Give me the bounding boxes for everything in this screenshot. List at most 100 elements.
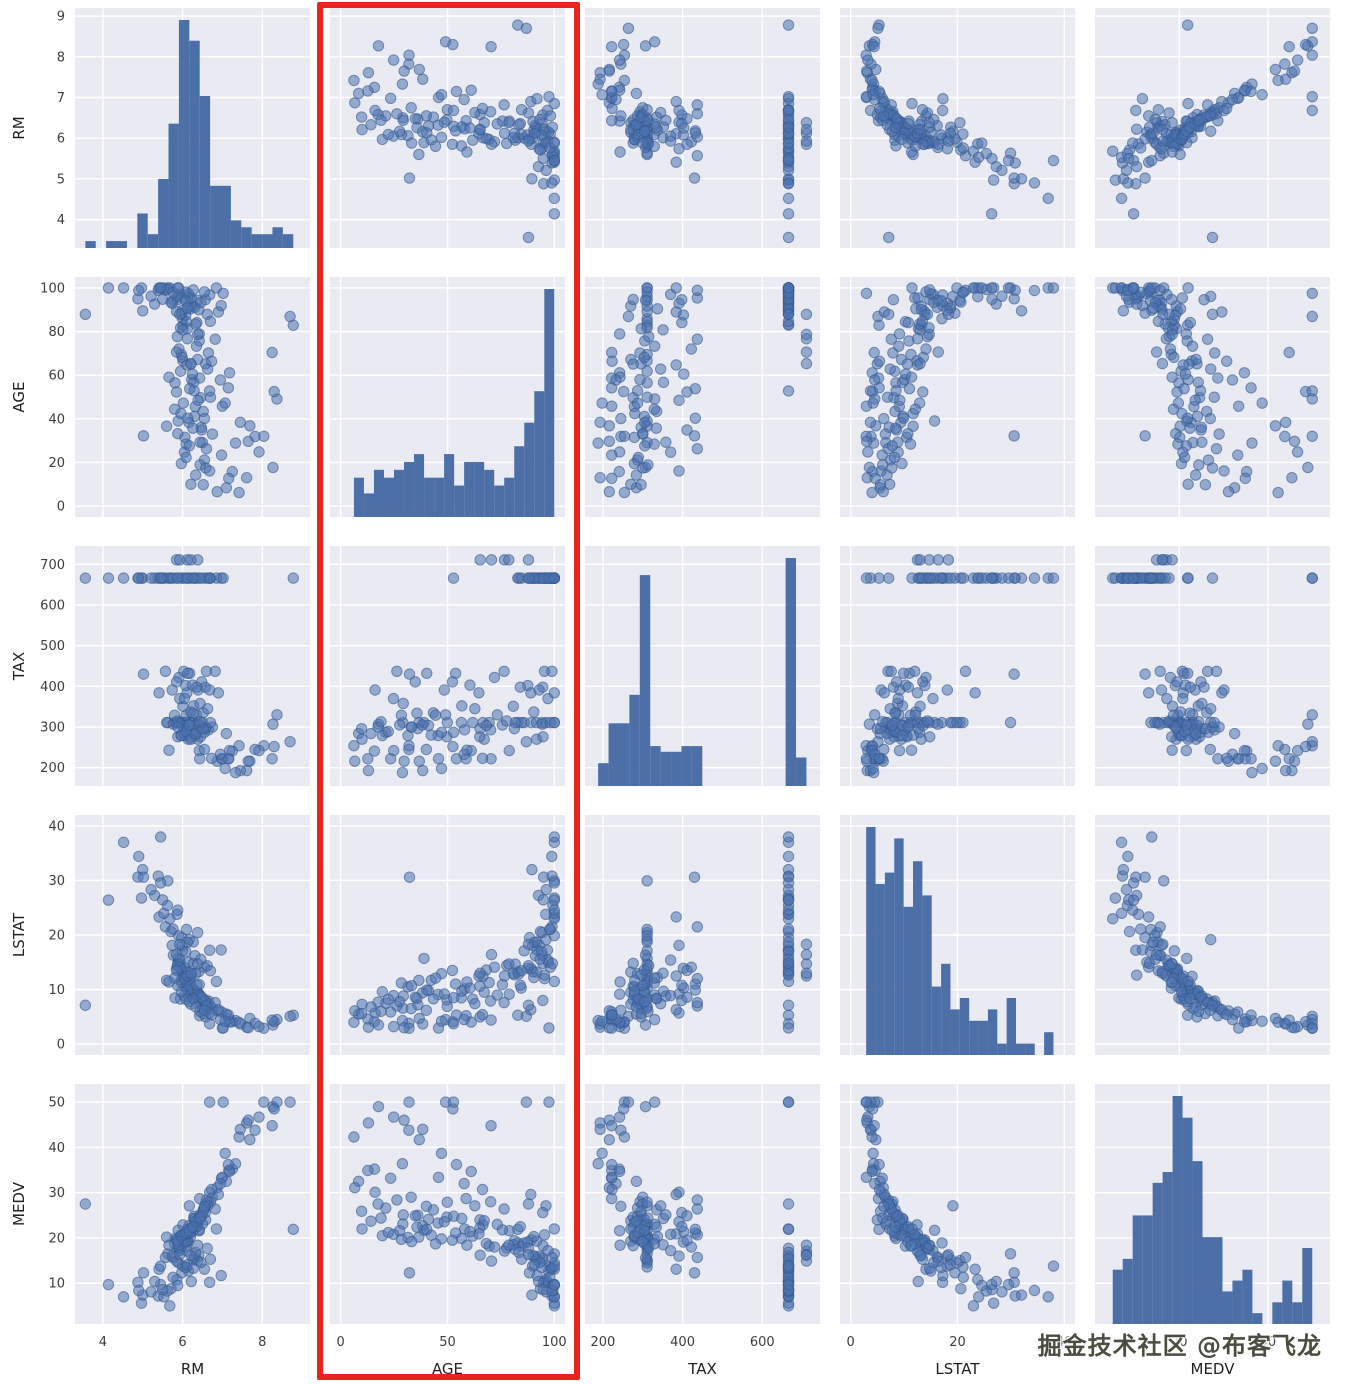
scatter-point bbox=[1143, 957, 1156, 970]
scatter-point bbox=[1146, 831, 1158, 843]
scatter-point bbox=[525, 1188, 537, 1201]
hist-bar bbox=[1016, 1043, 1026, 1055]
scatter-point bbox=[145, 1286, 157, 1298]
scatter-point bbox=[610, 374, 622, 386]
scatter-point bbox=[365, 119, 377, 131]
scatter-point bbox=[526, 173, 538, 185]
scatter-point bbox=[393, 719, 406, 731]
panel-LSTAT-vs-AGE bbox=[330, 815, 565, 1055]
scatter-point bbox=[642, 1005, 654, 1018]
scatter-point bbox=[976, 572, 988, 584]
scatter-point bbox=[503, 117, 515, 129]
scatter-point bbox=[476, 752, 489, 765]
scatter-point bbox=[676, 1220, 688, 1233]
scatter-point bbox=[932, 1255, 944, 1267]
scatter-point bbox=[654, 1200, 667, 1212]
scatter-point bbox=[362, 764, 375, 777]
scatter-point bbox=[1168, 945, 1181, 957]
scatter-point bbox=[447, 1096, 460, 1108]
scatter-point bbox=[892, 692, 904, 705]
scatter-point bbox=[923, 1262, 936, 1275]
scatter-point bbox=[192, 394, 204, 406]
scatter-point bbox=[391, 1194, 403, 1206]
scatter-point bbox=[435, 726, 448, 739]
scatter-point bbox=[191, 328, 204, 341]
watermark-text: 掘金技术社区 @布客飞龙 bbox=[1037, 1332, 1322, 1360]
hist-bar bbox=[1172, 1096, 1183, 1324]
scatter-point bbox=[1199, 479, 1212, 491]
scatter-point bbox=[905, 146, 918, 158]
scatter-point bbox=[233, 486, 245, 499]
scatter-point bbox=[606, 1183, 618, 1196]
scatter-point bbox=[1015, 1289, 1028, 1301]
scatter-point bbox=[973, 1291, 985, 1303]
scatter-point bbox=[163, 371, 175, 383]
scatter-point bbox=[866, 1131, 878, 1143]
scatter-point bbox=[782, 104, 795, 117]
scatter-point bbox=[133, 284, 145, 297]
scatter-point bbox=[498, 99, 510, 111]
y-tick-label: 30 bbox=[48, 874, 65, 889]
scatter-point bbox=[592, 1157, 604, 1170]
scatter-point bbox=[643, 330, 655, 343]
scatter-point bbox=[522, 554, 535, 566]
scatter-point bbox=[168, 709, 181, 721]
scatter-point bbox=[1279, 764, 1292, 777]
scatter-point bbox=[782, 308, 795, 321]
scatter-point bbox=[941, 684, 954, 696]
scatter-point bbox=[215, 1269, 227, 1282]
scatter-point bbox=[1228, 727, 1241, 740]
scatter-point bbox=[163, 1239, 175, 1251]
scatter-point bbox=[660, 114, 672, 126]
scatter-point bbox=[156, 1283, 169, 1296]
scatter-point bbox=[670, 911, 682, 923]
scatter-point bbox=[664, 1228, 677, 1241]
scatter-point bbox=[538, 969, 551, 981]
scatter-point bbox=[676, 117, 688, 130]
scatter-point bbox=[447, 572, 460, 584]
scatter-point bbox=[387, 1111, 400, 1123]
scatter-point bbox=[1220, 1008, 1233, 1021]
x-axis-label-LSTAT: LSTAT bbox=[935, 1360, 980, 1378]
scatter-point bbox=[534, 953, 546, 965]
x-axis-label-TAX: TAX bbox=[687, 1360, 717, 1378]
scatter-point bbox=[1182, 975, 1194, 988]
scatter-point bbox=[222, 1158, 235, 1171]
scatter-point bbox=[905, 1239, 918, 1251]
scatter-point bbox=[384, 92, 397, 105]
scatter-point bbox=[627, 358, 639, 370]
scatter-point bbox=[284, 1096, 296, 1108]
scatter-point bbox=[355, 722, 368, 735]
scatter-point bbox=[800, 308, 813, 321]
scatter-point bbox=[460, 1192, 472, 1205]
scatter-point bbox=[156, 293, 169, 305]
scatter-point bbox=[189, 318, 202, 330]
scatter-point bbox=[79, 308, 92, 321]
scatter-point bbox=[411, 992, 423, 1004]
scatter-point bbox=[1126, 137, 1139, 149]
scatter-point bbox=[942, 554, 955, 566]
scatter-point bbox=[782, 1022, 795, 1034]
scatter-point bbox=[1107, 913, 1119, 925]
scatter-point bbox=[637, 137, 649, 149]
scatter-point bbox=[537, 894, 549, 906]
y-axis-label-AGE: AGE bbox=[10, 381, 28, 412]
panel-MEDV-vs-LSTAT bbox=[840, 1084, 1075, 1324]
scatter-point bbox=[441, 1000, 453, 1013]
scatter-point bbox=[372, 1198, 384, 1210]
scatter-point bbox=[1130, 160, 1143, 173]
scatter-point bbox=[522, 1249, 535, 1261]
scatter-point bbox=[172, 572, 184, 584]
scatter-point bbox=[485, 1119, 497, 1132]
scatter-point bbox=[102, 572, 115, 584]
scatter-point bbox=[102, 282, 115, 294]
scatter-point bbox=[1047, 282, 1060, 294]
scatter-point bbox=[782, 231, 795, 244]
scatter-point bbox=[879, 428, 892, 440]
scatter-point bbox=[528, 706, 540, 718]
scatter-point bbox=[234, 416, 246, 429]
scatter-point bbox=[873, 355, 886, 367]
scatter-point bbox=[1008, 1267, 1020, 1279]
scatter-point bbox=[1306, 709, 1318, 721]
hist-bar bbox=[969, 1020, 979, 1055]
